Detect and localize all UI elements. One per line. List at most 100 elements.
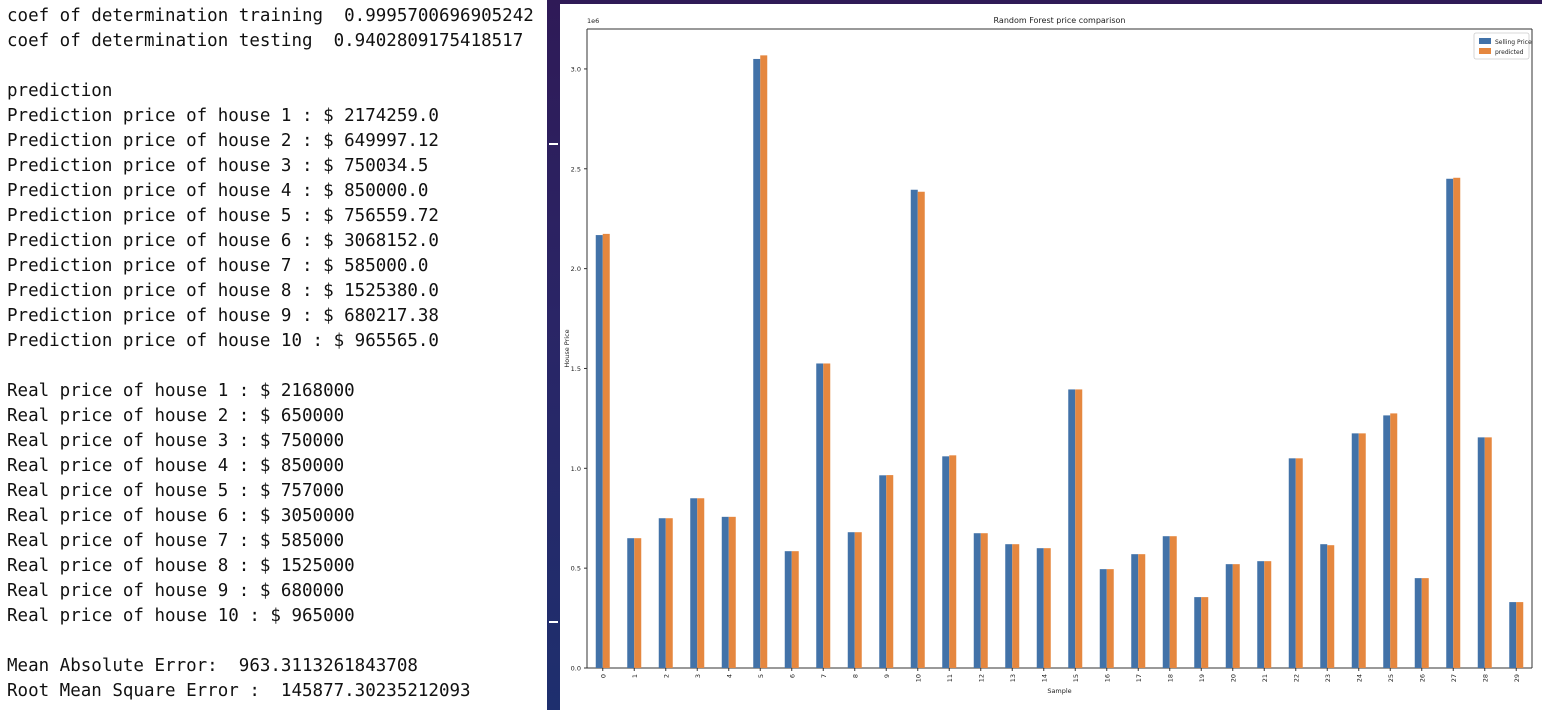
console-line: Prediction price of house 1 : $ 2174259.…: [7, 106, 439, 126]
console-line: Real price of house 6 : $ 3050000: [7, 506, 355, 526]
x-tick-label: 15: [1072, 674, 1080, 682]
bar-predicted: [980, 533, 988, 668]
x-tick-label: 24: [1355, 674, 1363, 682]
legend-swatch-predicted: [1479, 48, 1491, 54]
bar-predicted: [728, 516, 736, 668]
console-line: prediction: [7, 81, 113, 101]
separator-mark: [549, 621, 558, 623]
y-axis-label: House Price: [563, 329, 571, 367]
x-tick-label: 1: [631, 674, 639, 678]
bar-predicted: [1358, 433, 1366, 668]
bar-predicted: [886, 475, 894, 668]
y-tick-label: 2.5: [571, 165, 581, 173]
console-output: coef of determination training 0.9995700…: [0, 0, 547, 710]
y-tick-label: 1.5: [571, 365, 581, 373]
x-tick-label: 14: [1040, 674, 1048, 682]
bar-predicted: [823, 363, 831, 668]
x-tick-label: 2: [662, 674, 670, 678]
x-tick-label: 11: [946, 674, 954, 682]
x-tick-label: 8: [851, 674, 859, 678]
legend-label-selling: Selling Price: [1495, 39, 1532, 46]
bar-selling-price: [1005, 544, 1013, 668]
bar-predicted: [1012, 544, 1020, 668]
x-tick-label: 6: [788, 674, 796, 678]
legend-swatch-selling: [1479, 38, 1491, 44]
bar-selling-price: [753, 58, 761, 668]
bar-selling-price: [627, 538, 635, 668]
bar-predicted: [697, 498, 705, 668]
bar-selling-price: [1446, 178, 1454, 668]
bar-selling-price: [910, 189, 918, 668]
console-line: Prediction price of house 4 : $ 850000.0: [7, 181, 429, 201]
bar-selling-price: [1383, 415, 1391, 668]
x-tick-label: 3: [694, 674, 702, 678]
bar-selling-price: [1162, 536, 1170, 668]
x-tick-label: 27: [1450, 674, 1458, 682]
console-line: Real price of house 7 : $ 585000: [7, 531, 345, 551]
console-line: Real price of house 4 : $ 850000: [7, 456, 345, 476]
console-line: Real price of house 8 : $ 1525000: [7, 556, 355, 576]
x-tick-label: 28: [1481, 674, 1489, 682]
x-tick-label: 5: [757, 674, 765, 678]
console-line: Prediction price of house 2 : $ 649997.1…: [7, 131, 439, 151]
bar-chart: Random Forest price comparison 1e6 0.0 0.5 1…: [563, 16, 1533, 695]
bar-predicted: [1138, 554, 1146, 668]
bar-selling-price: [690, 498, 698, 668]
bar-predicted: [1043, 548, 1051, 668]
x-tick-label: 16: [1103, 674, 1111, 682]
bar-selling-price: [1099, 569, 1107, 668]
bar-predicted: [602, 233, 610, 668]
console-line: Real price of house 5 : $ 757000: [7, 481, 345, 501]
bar-predicted: [1169, 536, 1177, 668]
bar-predicted: [665, 518, 673, 668]
x-tick-label: 25: [1387, 674, 1395, 682]
bar-selling-price: [847, 532, 855, 668]
bar-predicted: [1327, 545, 1335, 668]
console-line: Mean Absolute Error: 963.3113261843708: [7, 656, 418, 676]
bar-predicted: [949, 455, 957, 668]
bar-selling-price: [942, 456, 950, 668]
x-tick-label: 10: [914, 674, 922, 682]
bar-selling-price: [595, 235, 603, 668]
bar-predicted: [1421, 578, 1429, 668]
console-line: coef of determination training 0.9995700…: [7, 6, 534, 26]
console-line: Prediction price of house 8 : $ 1525380.…: [7, 281, 439, 301]
bar-predicted: [1075, 389, 1083, 668]
console-line: Prediction price of house 9 : $ 680217.3…: [7, 306, 439, 326]
chart-title: Random Forest price comparison: [994, 16, 1126, 25]
x-tick-label: 12: [977, 674, 985, 682]
bar-predicted: [917, 191, 925, 669]
bar-selling-price: [1225, 564, 1233, 668]
y-tick-label: 1.0: [571, 465, 581, 473]
x-tick-label: 21: [1261, 674, 1269, 682]
bar-predicted: [1201, 597, 1209, 668]
bar-predicted: [1453, 177, 1461, 668]
x-tick-label: 0: [599, 674, 607, 678]
bar-predicted: [1516, 602, 1524, 668]
x-tick-label: 4: [725, 674, 733, 678]
console-line: Real price of house 10 : $ 965000: [7, 606, 355, 626]
x-tick-label: 22: [1292, 674, 1300, 682]
bar-selling-price: [1477, 437, 1485, 668]
bar-selling-price: [1414, 578, 1422, 668]
x-tick-label: 17: [1135, 674, 1143, 682]
y-tick-label: 0.5: [571, 565, 581, 573]
console-line: Prediction price of house 10 : $ 965565.…: [7, 331, 439, 351]
bar-predicted: [1484, 437, 1492, 668]
bar-selling-price: [1509, 602, 1517, 668]
bar-selling-price: [721, 516, 729, 668]
bar-selling-price: [879, 475, 887, 668]
bar-predicted: [791, 551, 799, 668]
x-tick-label: 23: [1324, 674, 1332, 682]
bar-predicted: [634, 538, 642, 668]
x-tick-label: 19: [1198, 674, 1206, 682]
bar-selling-price: [1257, 561, 1265, 668]
bar-predicted: [1295, 458, 1303, 668]
console-line: Real price of house 2 : $ 650000: [7, 406, 345, 426]
console-line: Real price of house 9 : $ 680000: [7, 581, 345, 601]
chart-panel: Random Forest price comparison 1e6 0.0 0.5 1…: [560, 4, 1542, 710]
bar-predicted: [760, 55, 768, 668]
console-line: Prediction price of house 7 : $ 585000.0: [7, 256, 429, 276]
bar-predicted: [1264, 561, 1272, 668]
y-tick-label: 3.0: [571, 65, 581, 73]
